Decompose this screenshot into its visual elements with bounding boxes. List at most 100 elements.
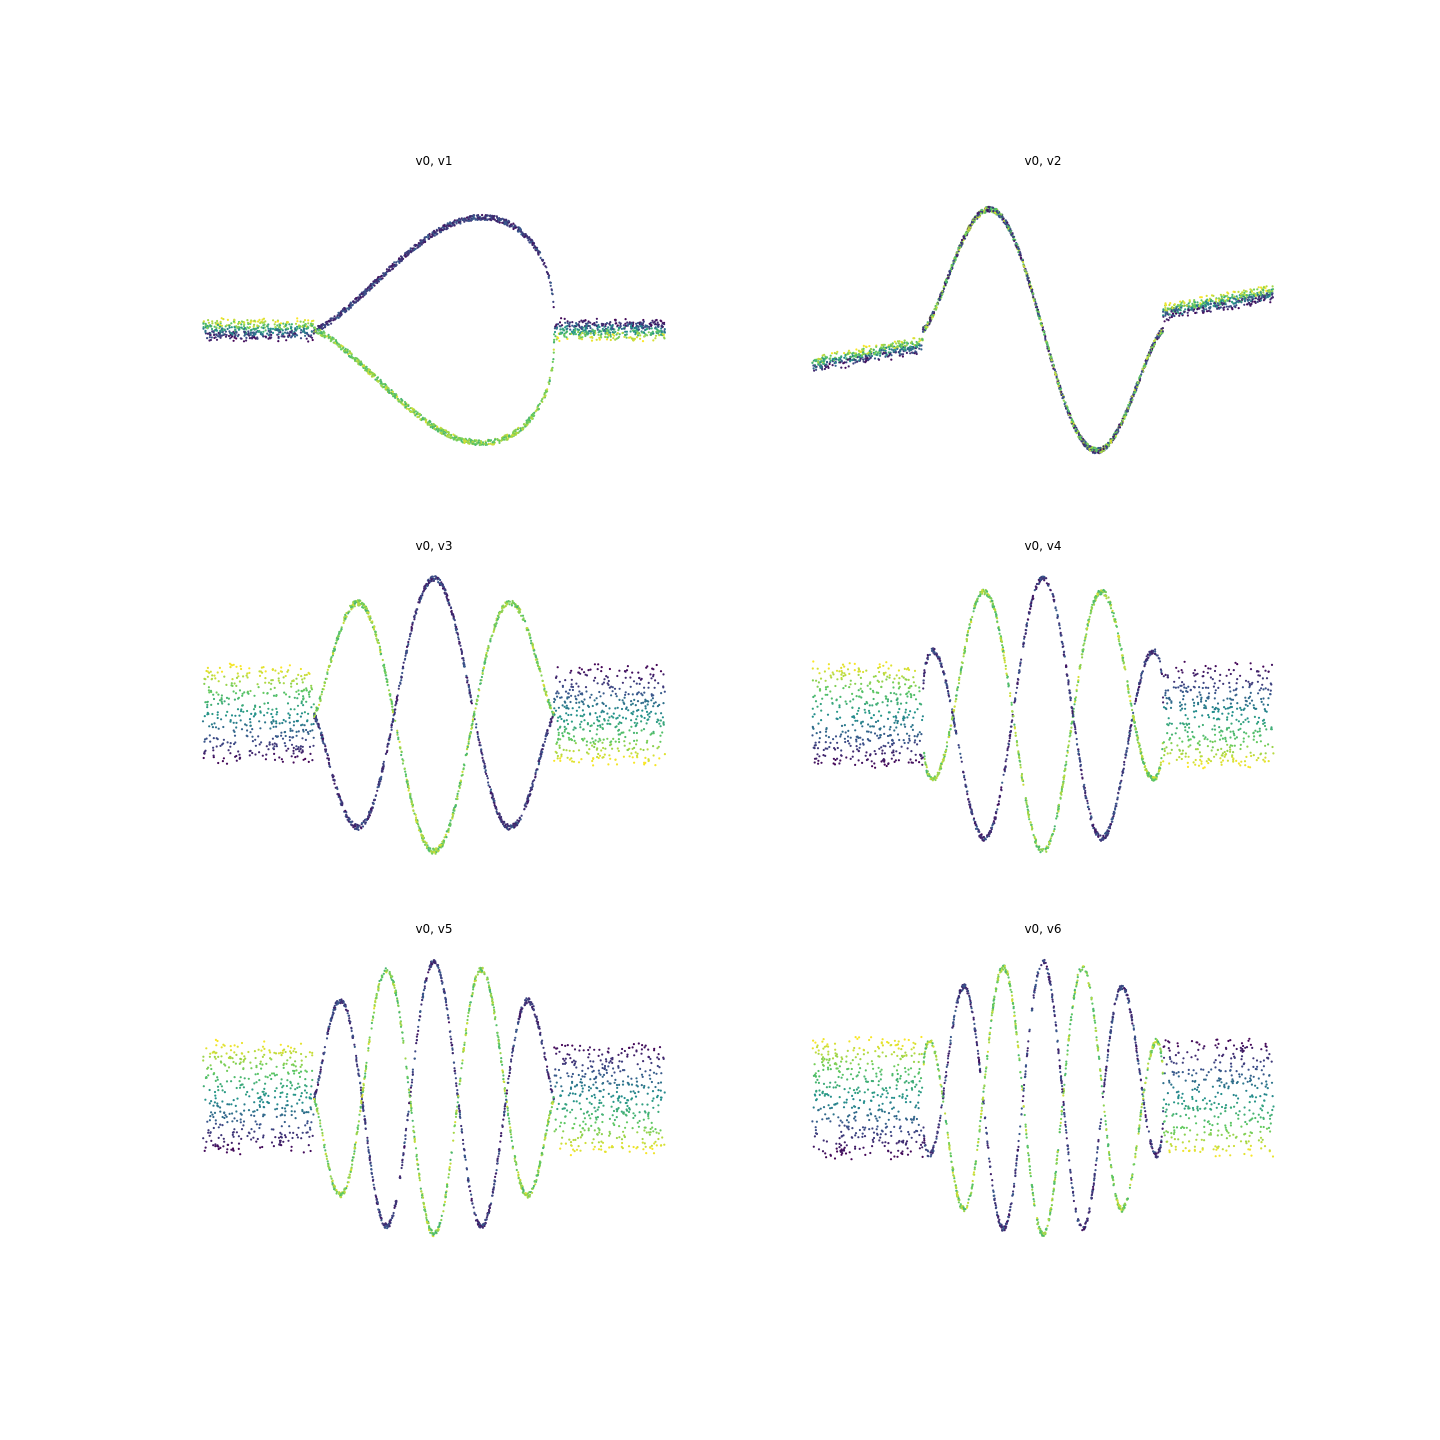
scatter-point: [1176, 311, 1179, 314]
scatter-point: [489, 439, 493, 442]
scatter-point: [584, 333, 587, 336]
scatter-point: [283, 335, 286, 338]
scatter-point: [271, 327, 275, 330]
scatter-point: [1023, 269, 1026, 272]
scatter-point: [1265, 285, 1268, 288]
scatter-point: [403, 767, 406, 770]
scatter-point: [269, 329, 272, 332]
scatter-point: [323, 334, 326, 337]
scatter-point: [1186, 311, 1189, 314]
scatter-point: [542, 263, 545, 266]
scatter-point: [427, 236, 430, 239]
scatter-point: [902, 342, 905, 345]
scatter-point: [604, 331, 607, 335]
scatter-point: [312, 332, 315, 335]
scatter-points: [201, 575, 666, 855]
scatter-point: [221, 329, 224, 332]
scatter-point: [288, 334, 291, 337]
scatter-point: [489, 640, 492, 643]
scatter-point: [876, 351, 880, 354]
scatter-point: [905, 344, 908, 347]
scatter-point: [1227, 305, 1231, 308]
scatter-point: [1146, 356, 1149, 359]
scatter-point: [304, 334, 307, 337]
scatter-point: [230, 326, 233, 329]
scatter-point: [663, 328, 666, 331]
scatter-point: [1038, 317, 1041, 320]
scatter-point: [921, 328, 925, 331]
scatter-point: [404, 402, 407, 406]
scatter-point: [420, 241, 423, 244]
scatter-point: [1149, 351, 1153, 354]
scatter-point: [390, 728, 393, 731]
scatter-point: [1170, 310, 1173, 313]
scatter-point: [238, 321, 241, 324]
scatter-point: [477, 218, 480, 221]
scatter-point: [868, 357, 871, 360]
scatter-point: [534, 410, 537, 413]
scatter-point: [1216, 307, 1219, 310]
scatter-point: [1186, 314, 1189, 317]
scatter-point: [626, 321, 629, 324]
scatter-point: [885, 353, 888, 356]
scatter-point: [253, 319, 256, 322]
scatter-point: [574, 333, 577, 336]
scatter-point: [552, 306, 555, 309]
scatter-point: [351, 357, 354, 360]
scatter-point: [1188, 299, 1191, 302]
scatter-point: [912, 337, 915, 340]
scatter-point: [510, 602, 513, 605]
scatter-point: [1044, 338, 1047, 341]
scatter-point: [624, 333, 627, 336]
scatter-point: [1239, 292, 1242, 296]
scatter-point: [302, 329, 305, 332]
scatter-point: [1219, 293, 1222, 296]
scatter-point: [511, 434, 514, 437]
scatter-point: [1259, 293, 1262, 296]
scatter-point: [1111, 438, 1114, 441]
scatter-point: [592, 329, 595, 332]
scatter-point: [252, 325, 255, 328]
scatter-point: [1072, 425, 1075, 428]
scatter-point: [390, 265, 393, 268]
scatter-point: [1081, 440, 1084, 443]
scatter-point: [475, 726, 478, 729]
scatter-point: [208, 336, 211, 339]
scatter-point: [1244, 297, 1247, 300]
scatter-point: [1026, 276, 1029, 279]
scatter-point: [1147, 353, 1150, 356]
scatter-point: [918, 347, 921, 350]
scatter-point: [512, 222, 515, 225]
scatter-point: [1046, 344, 1049, 347]
scatter-point: [1036, 312, 1040, 315]
scatter-point: [263, 323, 266, 326]
scatter-point: [225, 333, 228, 337]
scatter-point: [246, 321, 250, 324]
scatter-point: [364, 367, 367, 370]
scatter-point: [614, 318, 617, 321]
scatter-point: [290, 326, 293, 329]
scatter-point: [371, 372, 375, 375]
scatter-point: [323, 323, 326, 326]
subplot-2: v0, v2: [811, 154, 1275, 480]
scatter-point: [214, 321, 217, 324]
scatter-point: [1233, 295, 1236, 298]
scatter-point: [282, 332, 285, 335]
scatter-point: [1206, 301, 1209, 304]
scatter-point: [847, 349, 851, 352]
scatter-point: [537, 408, 540, 411]
scatter-point: [259, 321, 262, 324]
scatter-point: [277, 340, 280, 343]
scatter-point: [924, 325, 927, 328]
scatter-point: [1168, 316, 1171, 319]
scatter-point: [1164, 309, 1167, 312]
scatter-point: [859, 351, 862, 354]
scatter-point: [443, 429, 446, 432]
scatter-point: [1074, 429, 1077, 433]
scatter-point: [303, 319, 307, 322]
scatter-point: [954, 258, 957, 261]
scatter-point: [995, 213, 998, 216]
scatter-point: [1262, 286, 1265, 289]
scatter-point: [957, 247, 960, 250]
scatter-point: [469, 700, 473, 703]
